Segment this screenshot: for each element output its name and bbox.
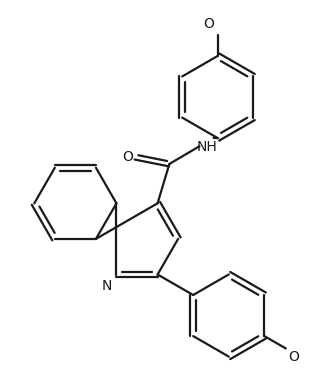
Text: N: N [101,279,112,294]
Text: O: O [122,150,133,164]
Text: NH: NH [196,140,217,154]
Text: O: O [204,17,214,31]
Text: O: O [288,350,299,365]
